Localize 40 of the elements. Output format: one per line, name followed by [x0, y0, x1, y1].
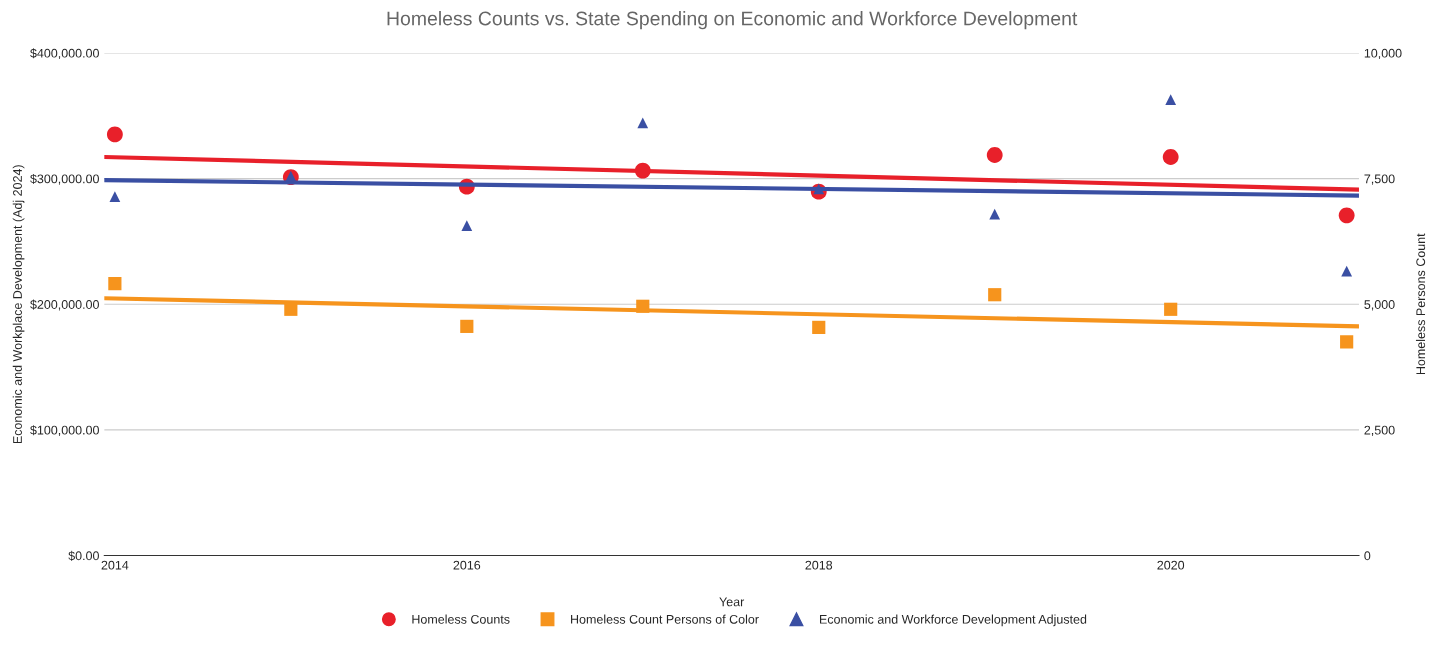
point: [461, 220, 473, 232]
legend-label: Homeless Counts: [412, 614, 510, 624]
point: [988, 288, 1002, 302]
point: [109, 191, 121, 202]
y2-tick-label: 7,500: [1364, 174, 1395, 185]
x-axis-title: Year: [719, 597, 745, 607]
point: [636, 299, 650, 313]
point: [634, 162, 651, 179]
y-tick-label: $400,000.00: [30, 48, 99, 60]
y2-tick-label: 2,500: [1364, 425, 1395, 437]
y-axis-title: Economic and Workplace Development (Adj 2024): [12, 165, 25, 444]
point: [1341, 265, 1353, 277]
point: [637, 117, 649, 129]
point: [812, 320, 826, 334]
x-tick-label: 2016: [453, 560, 481, 570]
point: [1165, 94, 1177, 105]
point: [1338, 207, 1355, 224]
point: [106, 126, 123, 143]
legend-label: Economic and Workforce Development Adjusted: [820, 614, 1087, 627]
y-tick-label: $300,000.00: [30, 173, 99, 185]
point: [989, 208, 1001, 220]
x-tick-label: 2014: [101, 560, 129, 570]
y2-tick-label: 5,000: [1364, 300, 1395, 311]
point: [284, 302, 298, 316]
y-tick-label: $100,000.00: [30, 425, 99, 437]
point: [986, 147, 1003, 163]
point: [108, 277, 122, 291]
point: [1340, 335, 1354, 349]
point: [1162, 149, 1179, 165]
chart-title: Homeless Counts vs. State Spending on Economic and Workforce Development: [387, 11, 1078, 30]
y-tick-label: $200,000.00: [30, 299, 99, 311]
point: [460, 319, 474, 333]
x-tick-label: 2020: [1157, 560, 1185, 570]
y-tick-label: $0.00: [68, 550, 99, 561]
point: [1164, 302, 1178, 316]
x-tick-label: 2018: [805, 560, 833, 570]
y2-tick-label: 0: [1364, 551, 1371, 561]
y2-tick-label: 10,000: [1364, 48, 1402, 60]
legend-label: Homeless Count Persons of Color: [571, 614, 759, 624]
y2-axis-title: Homeless Persons Count: [1415, 233, 1426, 375]
